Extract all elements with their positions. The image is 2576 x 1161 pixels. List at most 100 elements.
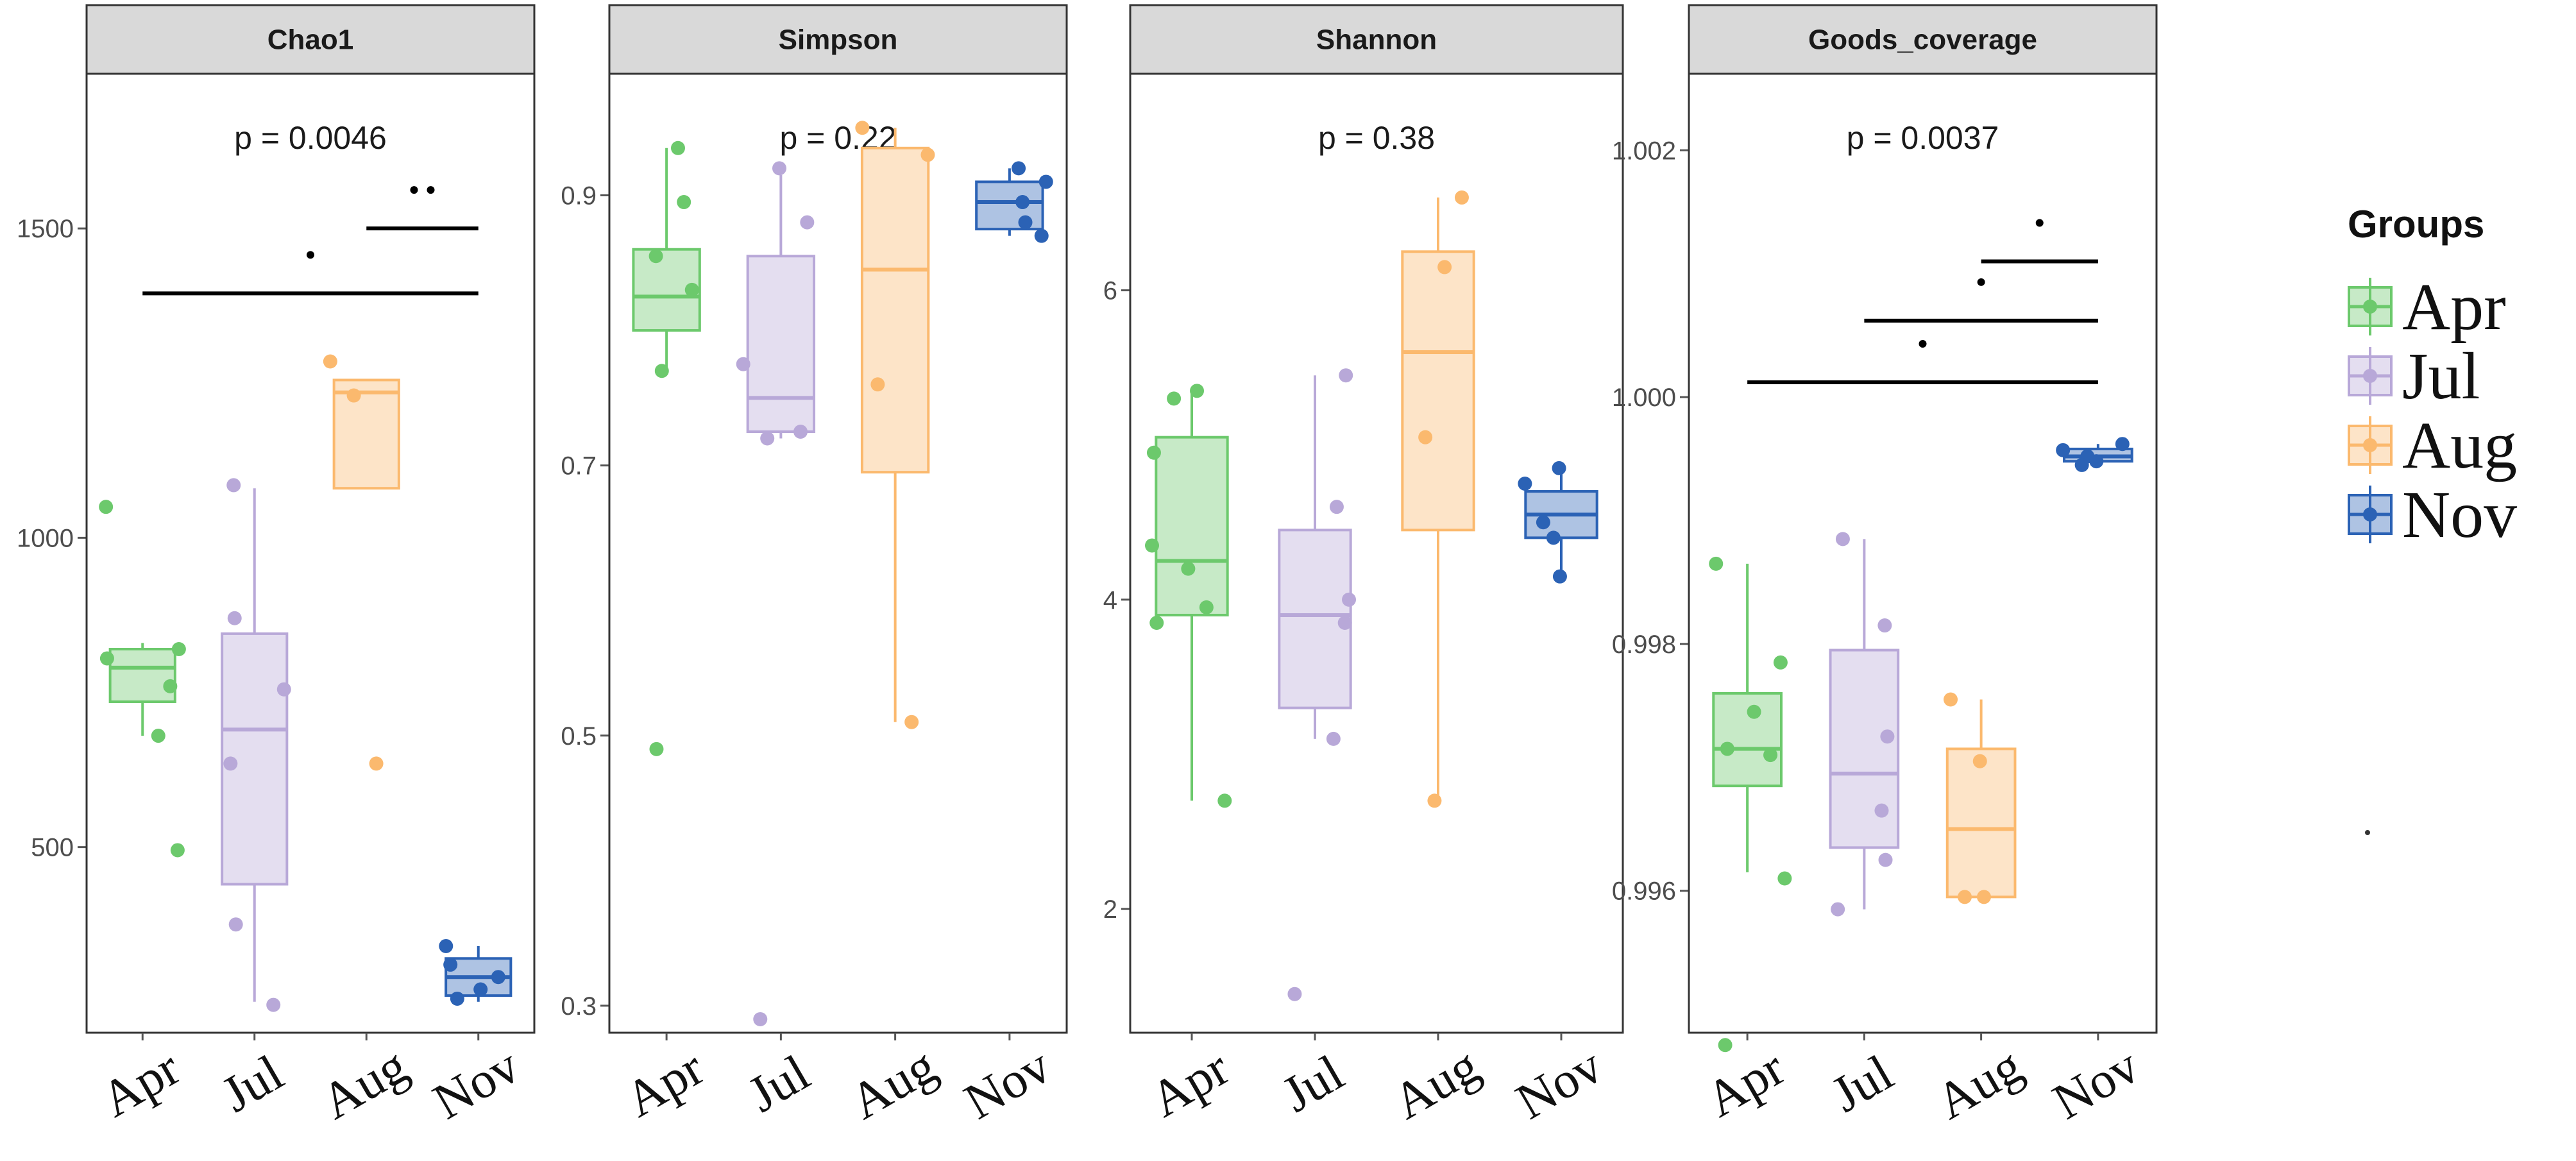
strip-background — [608, 4, 1068, 75]
data-point — [1718, 1038, 1733, 1053]
legend-key-point — [2363, 438, 2377, 452]
data-point — [1199, 600, 1214, 614]
data-point — [1709, 556, 1724, 571]
data-point — [1427, 793, 1442, 808]
data-point — [1337, 616, 1352, 631]
data-point — [1145, 538, 1160, 553]
data-point — [1181, 561, 1196, 576]
y-tick-label: 6 — [1103, 277, 1117, 305]
legend-label: Apr — [2402, 270, 2506, 344]
data-point — [1747, 704, 1761, 719]
significance-star — [1977, 278, 1985, 286]
strip-background — [1129, 4, 1624, 75]
box-iqr — [1278, 529, 1352, 709]
data-point — [171, 642, 186, 656]
panel-border — [85, 72, 536, 1034]
data-point — [1835, 532, 1850, 547]
data-point — [276, 682, 291, 697]
data-point — [473, 982, 488, 997]
box-jul — [1829, 532, 1900, 917]
y-tick-label: 0.7 — [561, 452, 597, 480]
significance-star — [2035, 219, 2044, 227]
data-point — [2056, 443, 2071, 457]
data-point — [753, 1012, 768, 1026]
data-point — [677, 195, 691, 210]
box-iqr — [1829, 648, 1900, 849]
box-aug — [323, 354, 400, 771]
y-tick-label: 2 — [1103, 895, 1117, 924]
plot-background — [1689, 74, 2157, 1033]
plot-background — [609, 74, 1067, 1033]
data-point — [491, 970, 505, 985]
data-point — [1552, 461, 1566, 475]
data-point — [369, 756, 384, 771]
box-apr — [1709, 556, 1792, 1053]
data-point — [1329, 500, 1344, 514]
y-tick-label: 0.996 — [1612, 877, 1676, 906]
box-iqr — [1401, 250, 1475, 532]
data-point — [266, 997, 281, 1012]
data-point — [1773, 655, 1788, 670]
data-point — [1877, 618, 1892, 633]
y-tick-label: 1.000 — [1612, 384, 1676, 412]
data-point — [1720, 742, 1734, 756]
legend-label: Jul — [2402, 339, 2480, 413]
panel-goods-coverage: Goods_coverage 0.996 0.998 1.000 1.002 p = 0.… — [1612, 4, 2158, 1130]
y-tick-label: 1000 — [17, 524, 74, 552]
data-point — [346, 388, 361, 403]
data-point — [227, 611, 242, 625]
y-tick-label: 4 — [1103, 586, 1117, 614]
data-point — [2074, 457, 2089, 472]
data-point — [1536, 515, 1550, 530]
y-tick-label: 500 — [31, 834, 74, 862]
legend-key-point — [2363, 369, 2377, 383]
box-nov — [439, 938, 513, 1006]
data-point — [760, 431, 775, 446]
p-value-label: p = 0.0046 — [234, 120, 387, 156]
box-iqr — [332, 378, 400, 490]
significance-star — [307, 251, 314, 259]
data-point — [1015, 195, 1030, 210]
legend-key-point — [2363, 300, 2377, 314]
y-tick-label: 0.998 — [1612, 631, 1676, 659]
legend-item-nov: Nov — [2348, 478, 2517, 552]
data-point — [1217, 793, 1232, 808]
legend-item-apr: Apr — [2348, 270, 2506, 344]
significance-star — [410, 186, 418, 194]
legend-item-aug: Aug — [2348, 409, 2517, 482]
panel-border — [1129, 72, 1624, 1034]
data-point — [855, 121, 870, 135]
data-point — [1878, 852, 1893, 867]
data-point — [1342, 592, 1357, 607]
box-jul — [221, 478, 291, 1012]
data-point — [1012, 161, 1026, 176]
data-point — [1454, 190, 1469, 205]
legend-key-point — [2363, 507, 2377, 521]
strip-title: Chao1 — [267, 24, 353, 56]
data-point — [870, 377, 885, 392]
data-point — [1326, 731, 1341, 746]
legend-item-jul: Jul — [2348, 339, 2480, 413]
data-point — [1972, 754, 1987, 768]
data-point — [684, 282, 699, 297]
data-point — [1777, 871, 1792, 886]
data-point — [99, 651, 114, 666]
data-point — [323, 354, 337, 369]
y-tick-label: 1.002 — [1612, 137, 1676, 165]
strip-title: Goods_coverage — [1808, 24, 2037, 56]
data-point — [1339, 368, 1353, 383]
p-value-label: p = 0.0037 — [1847, 120, 1999, 156]
data-point — [1518, 476, 1532, 491]
box-iqr — [1945, 747, 2017, 899]
data-point — [1038, 174, 1053, 189]
data-point — [1149, 616, 1164, 631]
strip-background — [1688, 4, 2158, 75]
data-point — [920, 148, 935, 162]
p-value-label: p = 0.38 — [1318, 120, 1435, 156]
box-nov — [1518, 461, 1598, 584]
data-point — [793, 424, 808, 439]
data-point — [1944, 692, 1958, 707]
